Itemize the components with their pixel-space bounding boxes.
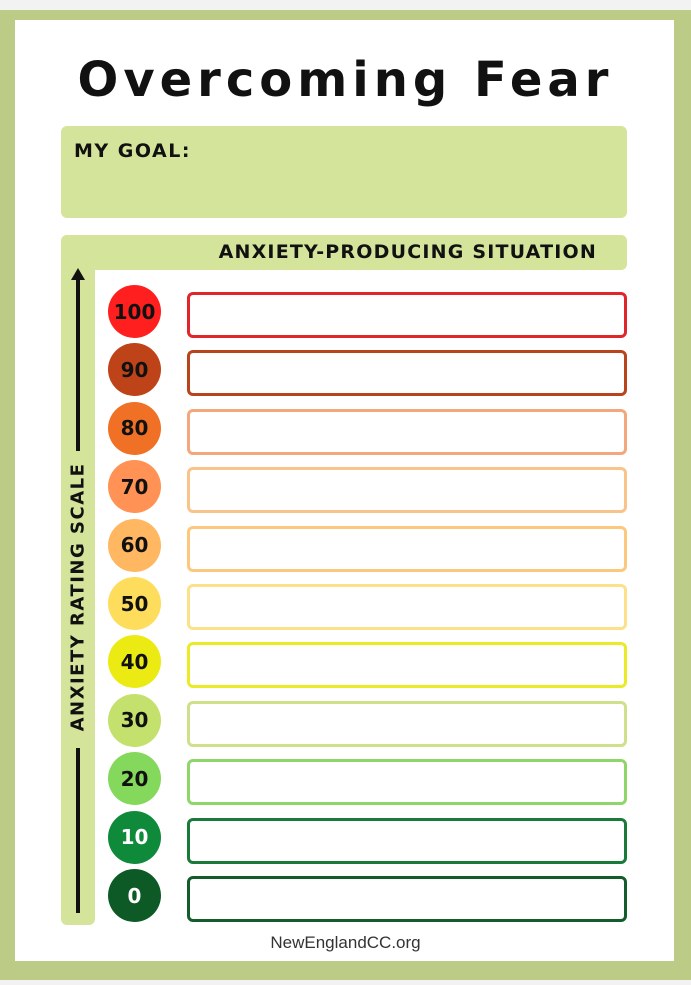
- rating-circle-30: 30: [108, 693, 161, 747]
- situation-input-40[interactable]: [187, 642, 627, 689]
- situation-input-60[interactable]: [187, 525, 627, 572]
- goal-label: MY GOAL:: [74, 140, 191, 162]
- rating-circle-20: 20: [108, 752, 161, 806]
- situation-input-50[interactable]: [187, 584, 627, 630]
- rating-circle-0: 0: [108, 869, 161, 922]
- rating-circle-70: 70: [108, 460, 161, 514]
- situation-input-90[interactable]: [187, 350, 627, 397]
- situation-input-10[interactable]: [187, 817, 627, 864]
- worksheet-title: Overcoming Fear: [77, 52, 614, 108]
- rating-circle-50: 50: [108, 577, 161, 630]
- situation-header-label: ANXIETY-PRODUCING SITUATION: [218, 241, 597, 263]
- footer-website: NewEnglandCC.org: [270, 933, 421, 952]
- rating-circle-40: 40: [108, 635, 161, 689]
- situation-input-30[interactable]: [187, 700, 627, 747]
- situation-input-80[interactable]: [187, 408, 627, 455]
- rating-circle-90: 90: [108, 343, 161, 397]
- goal-field[interactable]: MY GOAL:: [61, 126, 627, 218]
- situation-input-100[interactable]: [187, 292, 627, 338]
- situation-header: ANXIETY-PRODUCING SITUATION: [61, 235, 627, 270]
- situation-input-20[interactable]: [187, 759, 627, 806]
- arrow-up-icon: [71, 268, 85, 280]
- rating-circle-100: 100: [108, 285, 161, 338]
- situation-input-0[interactable]: [187, 876, 627, 922]
- situation-input-70[interactable]: [187, 467, 627, 514]
- rating-circle-80: 80: [108, 401, 161, 455]
- rating-circle-60: 60: [108, 518, 161, 572]
- arrow-shaft-upper: [76, 278, 80, 451]
- arrow-shaft-lower: [76, 748, 80, 913]
- rating-circle-10: 10: [108, 810, 161, 864]
